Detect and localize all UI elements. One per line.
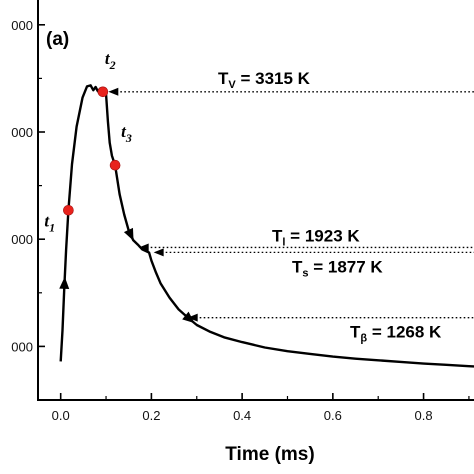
x-tick-label: 0.8 <box>415 408 433 423</box>
curve-arrow-3 <box>182 311 195 324</box>
temp-label-Ts: Ts = 1877 K <box>292 257 383 279</box>
temperature-curve <box>59 84 474 368</box>
y-tick-label: 000 <box>11 232 33 247</box>
point-label-t3: t3 <box>121 122 132 145</box>
temp-label-Tl: Tl = 1923 K <box>272 226 360 248</box>
x-tick-label: 0.6 <box>324 408 342 423</box>
curve-arrow-2 <box>123 227 134 241</box>
y-tick-label: 000 <box>11 18 33 33</box>
reference-arrowhead-Ts <box>153 248 164 257</box>
panel-label: (a) <box>46 29 69 50</box>
plot-frame <box>37 0 474 401</box>
tick-labels: 0.0 0.2 0.4 0.6 0.8 000 000 000 000 <box>11 18 432 423</box>
reference-arrowhead-TV <box>108 87 119 96</box>
x-tick-label: 0.4 <box>233 408 251 423</box>
point-label-t2: t2 <box>105 49 116 72</box>
point-t2 <box>97 86 109 98</box>
y-tick-label: 000 <box>11 339 33 354</box>
temp-label-TV: TV = 3315 K <box>218 69 311 91</box>
reference-lines <box>108 87 474 322</box>
temp-label-Tbeta: Tβ = 1268 K <box>350 323 442 345</box>
curve-arrows <box>59 227 195 324</box>
reference-arrowhead-Tl <box>138 243 149 252</box>
point-labels: t1 t2 t3 <box>44 49 131 234</box>
x-tick-label: 0.0 <box>52 408 70 423</box>
y-tick-label: 000 <box>11 125 33 140</box>
point-t1 <box>63 204 74 216</box>
x-tick-label: 0.2 <box>142 408 160 423</box>
curve-arrow-1 <box>59 276 70 290</box>
reference-arrowhead-Tbeta <box>187 313 198 322</box>
axis-ticks <box>38 23 470 400</box>
marked-points <box>63 86 121 216</box>
point-t3 <box>109 159 121 171</box>
point-label-t1: t1 <box>44 211 55 234</box>
x-axis-title: Time (ms) <box>225 444 314 465</box>
temperature-labels: TV = 3315 K Tl = 1923 K Ts = 1877 K Tβ = 12… <box>218 69 442 345</box>
